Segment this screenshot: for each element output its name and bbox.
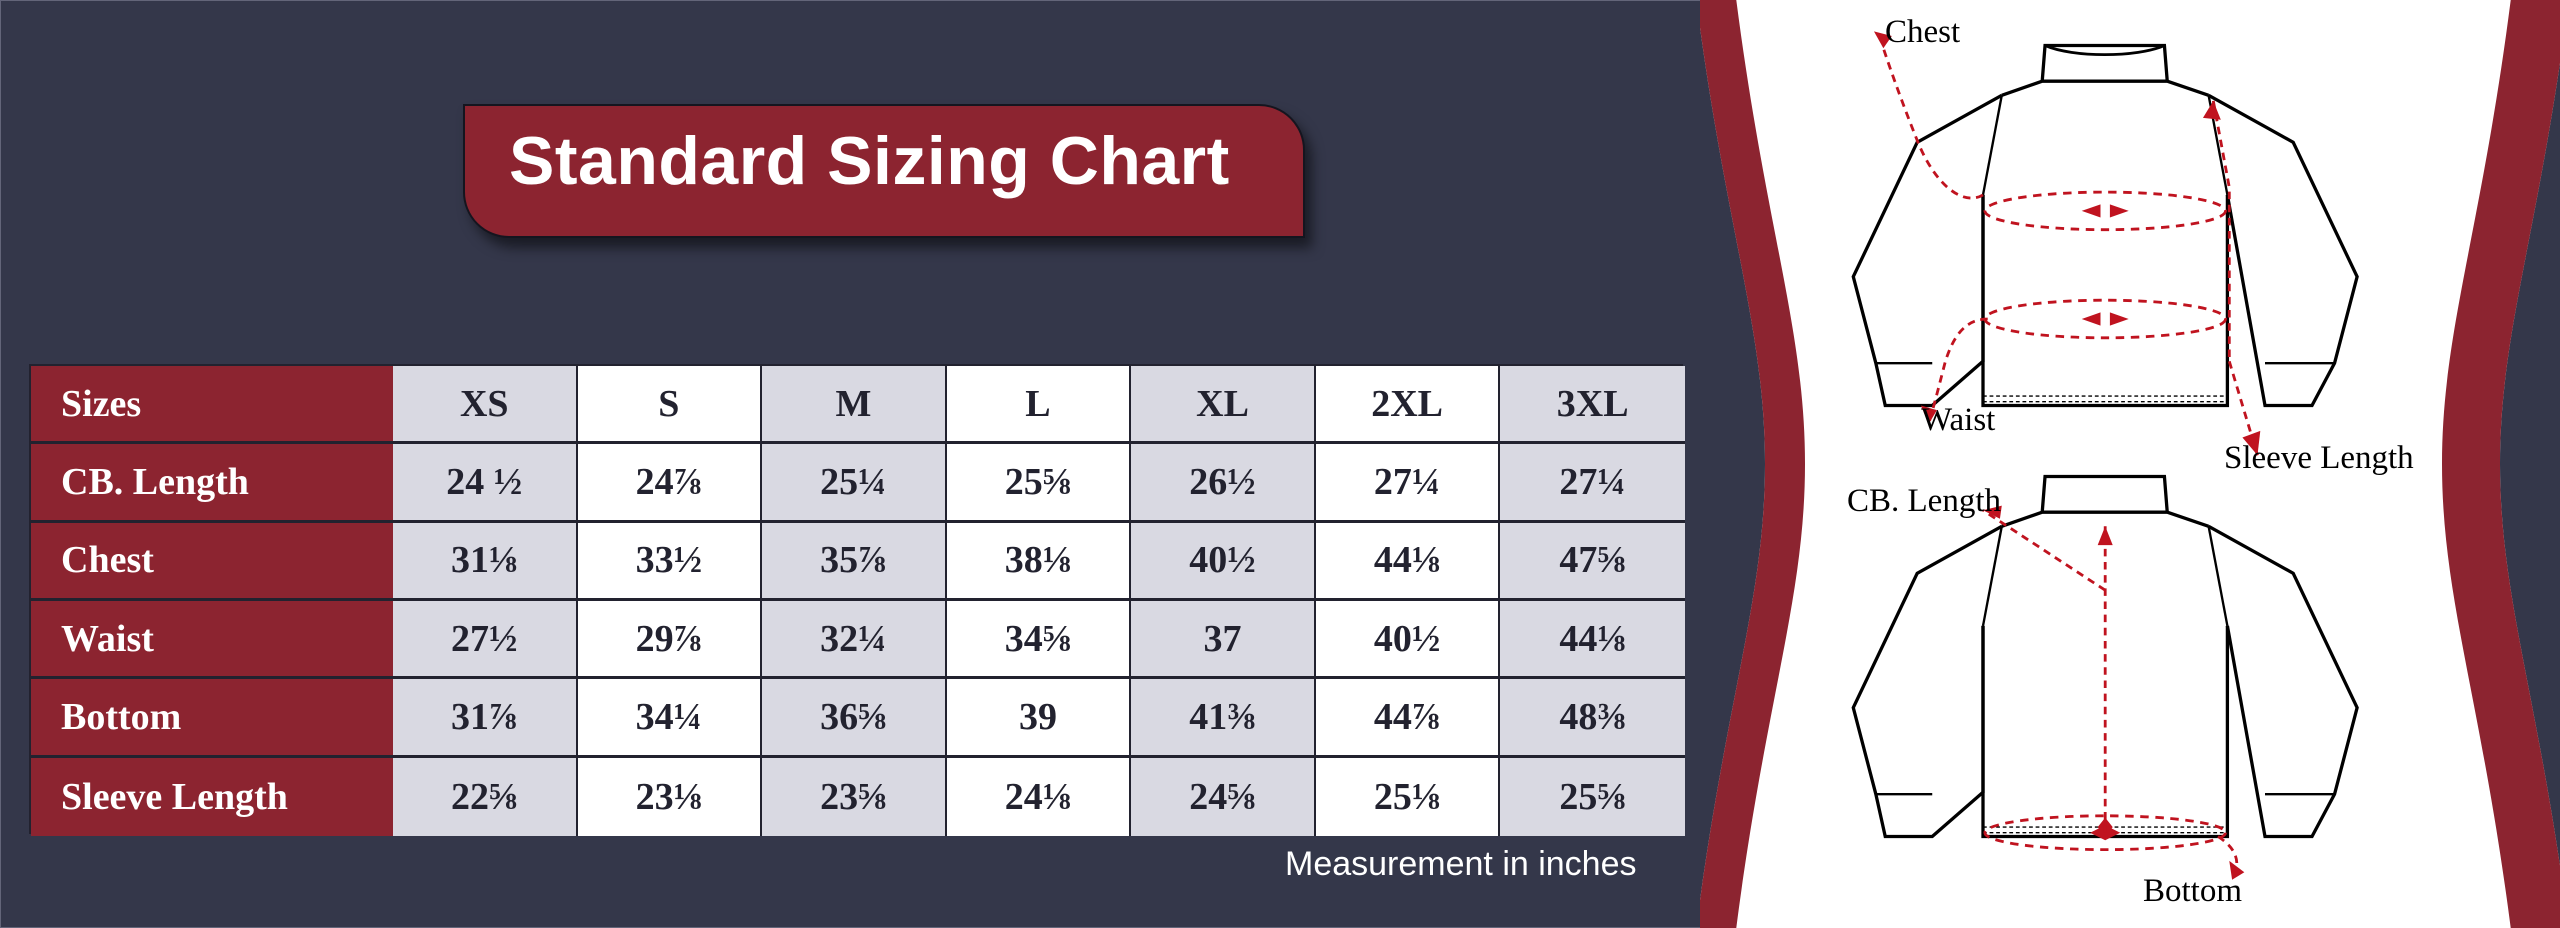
svg-text:Sleeve Length: Sleeve Length — [2224, 440, 2414, 476]
svg-text:Bottom: Bottom — [2143, 873, 2242, 909]
svg-text:Waist: Waist — [1921, 402, 1995, 438]
svg-text:Chest: Chest — [1885, 14, 1960, 50]
svg-text:CB. Length: CB. Length — [1847, 483, 2001, 519]
